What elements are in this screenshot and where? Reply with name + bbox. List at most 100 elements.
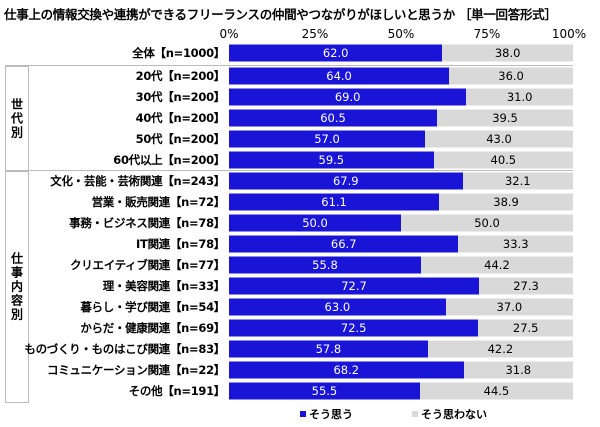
category-label: 20代【n=200】	[135, 69, 226, 83]
bar-disagree	[479, 277, 573, 295]
bar-agree	[229, 361, 464, 379]
bar-disagree	[445, 298, 573, 316]
bar-disagree	[462, 172, 573, 190]
legend-label: そう思う	[309, 408, 353, 421]
bar-disagree	[427, 340, 573, 358]
bar-agree	[229, 277, 480, 295]
data-label: 67.9	[332, 174, 359, 188]
bar-agree	[229, 172, 463, 190]
bar-agree	[229, 88, 467, 106]
group-box: 世代別	[5, 66, 29, 172]
data-label: 31.0	[506, 90, 533, 104]
data-label: 62.0	[322, 46, 349, 60]
bar-agree	[229, 214, 401, 232]
legend-label: そう思わない	[421, 408, 487, 421]
data-label: 36.0	[498, 69, 524, 83]
data-label: 38.0	[494, 46, 521, 60]
bar-disagree	[419, 382, 573, 400]
chart-title: 仕事上の情報交換や連携ができるフリーランスの仲間やつながりがほしいと思うか ［単…	[4, 7, 557, 22]
category-label: コミュニケーション関連【n=22】	[47, 363, 225, 377]
data-label: 32.1	[504, 174, 531, 188]
x-tick-label: 0%	[219, 27, 239, 41]
bar-disagree	[466, 88, 573, 106]
data-label: 33.3	[502, 237, 529, 251]
category-label: 50代【n=200】	[135, 132, 226, 146]
data-label: 72.7	[341, 279, 367, 293]
data-label: 44.5	[483, 384, 510, 398]
x-tick-label: 50%	[387, 27, 415, 41]
bar-agree	[229, 382, 420, 400]
category-label: 全体【n=1000】	[132, 46, 225, 60]
data-label: 31.8	[505, 363, 532, 377]
group-label: 世代別	[9, 98, 24, 140]
category-label: 40代【n=200】	[135, 111, 226, 125]
data-label: 61.1	[321, 195, 347, 209]
group-label: 仕事内容別	[9, 252, 24, 322]
bar-agree	[229, 319, 479, 337]
category-label: 営業・販売関連【n=72】	[91, 195, 226, 209]
category-label: 理・美容関連【n=33】	[102, 279, 226, 293]
data-label: 43.0	[486, 132, 512, 146]
x-tick-label: 25%	[301, 27, 329, 41]
bar-agree	[229, 130, 426, 148]
data-label: 57.8	[315, 342, 342, 356]
data-label: 60.5	[320, 111, 346, 125]
category-label: 60代以上【n=200】	[113, 153, 225, 167]
data-label: 55.5	[311, 384, 338, 398]
bar-agree	[229, 193, 440, 211]
category-label: 文化・芸能・芸術関連【n=243】	[50, 174, 225, 188]
data-label: 68.2	[333, 363, 360, 377]
category-label: ものづくり・ものはこび関連【n=83】	[24, 342, 225, 356]
data-label: 63.0	[324, 300, 351, 314]
x-tick-label: 75%	[473, 27, 501, 41]
bar-disagree	[458, 235, 573, 253]
bar-disagree	[463, 361, 573, 379]
data-label: 27.3	[513, 279, 539, 293]
x-tick-label: 100%	[551, 27, 587, 41]
data-label: 72.5	[340, 321, 367, 335]
bar-disagree	[420, 256, 573, 274]
group-separator	[5, 170, 573, 171]
bar-disagree	[442, 44, 573, 62]
data-label: 44.2	[484, 258, 510, 272]
data-label: 55.8	[312, 258, 338, 272]
data-label: 37.0	[496, 300, 523, 314]
data-label: 59.5	[318, 153, 345, 167]
data-label: 69.0	[334, 90, 361, 104]
bar-agree	[229, 67, 450, 85]
data-label: 50.0	[302, 216, 328, 230]
bar-disagree	[437, 109, 573, 127]
data-label: 39.5	[492, 111, 518, 125]
data-label: 40.5	[490, 153, 517, 167]
bar-agree	[229, 235, 459, 253]
category-label: 30代【n=200】	[135, 90, 226, 104]
bar-agree	[229, 151, 434, 169]
bar-disagree	[401, 214, 573, 232]
data-label: 57.0	[314, 132, 340, 146]
bar-agree	[229, 44, 443, 62]
category-label: 事務・ビジネス関連【n=78】	[69, 216, 225, 230]
bar-disagree	[478, 319, 573, 337]
legend-item: そう思わない	[412, 406, 487, 422]
bar-agree	[229, 298, 446, 316]
category-label: IT関連【n=78】	[136, 237, 225, 251]
bar-disagree	[433, 151, 573, 169]
data-label: 27.5	[512, 321, 539, 335]
legend-swatch	[300, 411, 306, 417]
data-label: 66.7	[330, 237, 357, 251]
bar-agree	[229, 256, 421, 274]
data-label: 42.2	[487, 342, 514, 356]
bar-agree	[229, 109, 438, 127]
bar-agree	[229, 340, 428, 358]
category-label: クリエイティブ関連【n=77】	[70, 258, 225, 272]
bar-disagree	[425, 130, 573, 148]
data-label: 50.0	[474, 216, 500, 230]
category-label: からだ・健康関連【n=69】	[80, 321, 225, 335]
bar-disagree	[439, 193, 573, 211]
group-box: 仕事内容別	[5, 171, 29, 403]
group-separator	[5, 65, 573, 66]
data-label: 64.0	[326, 69, 352, 83]
legend-swatch	[412, 411, 418, 417]
bar-disagree	[449, 67, 573, 85]
